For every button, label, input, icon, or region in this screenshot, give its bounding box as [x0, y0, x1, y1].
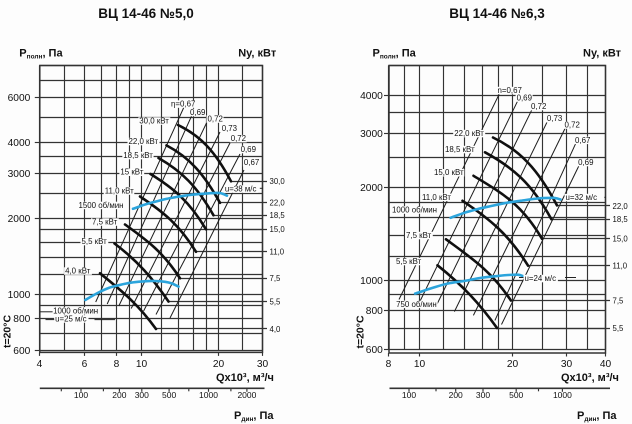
svg-text:5,5 кВт: 5,5 кВт	[396, 257, 422, 266]
svg-text:22,0 кВт: 22,0 кВт	[454, 129, 484, 138]
svg-text:5,5 кВт: 5,5 кВт	[82, 237, 108, 246]
svg-text:22,0: 22,0	[613, 202, 629, 211]
svg-text:800: 800	[366, 306, 383, 317]
svg-text:30: 30	[561, 359, 573, 370]
svg-text:0,69: 0,69	[578, 158, 594, 167]
svg-text:8: 8	[114, 359, 120, 370]
svg-text:11,0 кВт: 11,0 кВт	[105, 187, 134, 196]
svg-text:18,5 кВт: 18,5 кВт	[123, 151, 153, 160]
svg-text:7,5: 7,5	[613, 296, 625, 305]
svg-text:0,67: 0,67	[244, 158, 259, 167]
svg-text:7,5 кВт: 7,5 кВт	[406, 231, 432, 240]
svg-text:3000: 3000	[360, 129, 383, 140]
svg-text:15 кВт: 15 кВт	[120, 168, 143, 177]
svg-text:11,0: 11,0	[270, 248, 285, 257]
svg-text:1000: 1000	[553, 390, 572, 400]
svg-text:500: 500	[162, 390, 176, 400]
svg-text:30,0: 30,0	[270, 177, 286, 186]
svg-text:600: 600	[13, 346, 30, 357]
svg-text:5,5: 5,5	[270, 297, 282, 306]
svg-text:300: 300	[135, 390, 149, 400]
svg-text:Ny, кВт: Ny, кВт	[238, 48, 277, 60]
svg-text:2000: 2000	[237, 390, 256, 400]
svg-text:300: 300	[476, 390, 490, 400]
svg-text:30,0 кВт: 30,0 кВт	[139, 117, 169, 126]
svg-text:u=25 м/с: u=25 м/с	[55, 314, 87, 323]
svg-text:500: 500	[509, 390, 523, 400]
svg-text:1000: 1000	[360, 276, 383, 287]
svg-text:0,73: 0,73	[222, 124, 238, 133]
svg-text:6: 6	[82, 359, 88, 370]
svg-text:20: 20	[507, 359, 519, 370]
svg-text:1000 об/мин: 1000 об/мин	[392, 206, 437, 215]
svg-text:6000: 6000	[8, 93, 31, 104]
svg-text:10: 10	[136, 359, 148, 370]
svg-text:Qx10³, м³/ч: Qx10³, м³/ч	[561, 372, 619, 384]
svg-text:18,5 кВт: 18,5 кВт	[445, 145, 475, 154]
svg-text:2000: 2000	[8, 214, 31, 225]
svg-text:1000: 1000	[199, 390, 218, 400]
svg-text:11,0: 11,0	[613, 262, 628, 271]
svg-text:200: 200	[112, 390, 126, 400]
svg-text:t=20°C: t=20°C	[354, 315, 366, 349]
svg-text:5,5: 5,5	[613, 324, 625, 333]
svg-text:0,67: 0,67	[575, 136, 590, 145]
svg-text:n=0,67: n=0,67	[498, 86, 522, 95]
svg-text:100: 100	[402, 390, 416, 400]
svg-text:ВЦ 14-46 №5,0: ВЦ 14-46 №5,0	[98, 6, 193, 21]
svg-text:200: 200	[449, 390, 463, 400]
svg-text:7,5 кВт: 7,5 кВт	[92, 218, 118, 227]
svg-text:8: 8	[386, 359, 392, 370]
svg-text:2000: 2000	[360, 183, 383, 194]
svg-text:0,69: 0,69	[241, 145, 257, 154]
svg-text:η=0,67: η=0,67	[171, 100, 195, 109]
svg-text:4: 4	[37, 359, 43, 370]
svg-text:11,0 кВт: 11,0 кВт	[422, 193, 451, 202]
svg-text:Qx10³, м³/ч: Qx10³, м³/ч	[216, 372, 274, 384]
svg-text:4,0: 4,0	[270, 325, 282, 334]
svg-text:4000: 4000	[8, 138, 31, 149]
svg-text:Pдин, Па: Pдин, Па	[577, 410, 617, 423]
svg-text:ВЦ 14-46 №6,3: ВЦ 14-46 №6,3	[449, 6, 545, 21]
svg-text:0,72: 0,72	[565, 121, 580, 130]
svg-text:t=20°C: t=20°C	[2, 315, 14, 349]
svg-text:20: 20	[213, 359, 225, 370]
svg-text:1000 об/мин: 1000 об/мин	[53, 306, 98, 315]
svg-text:15,0 кВт: 15,0 кВт	[434, 168, 464, 177]
svg-text:u=38 м/с: u=38 м/с	[225, 185, 257, 194]
svg-text:3000: 3000	[8, 169, 31, 180]
svg-text:18,5: 18,5	[613, 215, 629, 224]
svg-text:1000: 1000	[8, 290, 31, 301]
svg-text:u=32 м/с: u=32 м/с	[566, 193, 598, 202]
svg-text:18,5: 18,5	[270, 211, 286, 220]
svg-text:10: 10	[414, 359, 426, 370]
svg-text:800: 800	[13, 314, 30, 325]
svg-text:4000: 4000	[360, 91, 383, 102]
svg-text:0,69: 0,69	[517, 93, 533, 102]
svg-text:Ny, кВт: Ny, кВт	[583, 48, 622, 60]
svg-text:600: 600	[366, 345, 383, 356]
svg-text:22,0 кВт: 22,0 кВт	[129, 137, 159, 146]
svg-text:100: 100	[74, 390, 88, 400]
svg-text:40: 40	[600, 359, 612, 370]
svg-text:0,72: 0,72	[531, 102, 546, 111]
svg-text:0,73: 0,73	[547, 114, 563, 123]
svg-text:0,72: 0,72	[231, 134, 246, 143]
svg-text:750 об/мин: 750 об/мин	[396, 300, 437, 309]
svg-text:0,72: 0,72	[208, 115, 223, 124]
svg-text:u=24 м/с: u=24 м/с	[525, 274, 557, 283]
svg-text:22,0: 22,0	[270, 199, 286, 208]
svg-text:15,0: 15,0	[613, 235, 629, 244]
svg-text:1500 об/мин: 1500 об/мин	[79, 201, 124, 210]
svg-text:7,5: 7,5	[270, 274, 282, 283]
svg-text:0,69: 0,69	[190, 108, 206, 117]
svg-text:Pдин, Па: Pдин, Па	[234, 410, 274, 423]
svg-text:15,0: 15,0	[270, 225, 286, 234]
svg-text:30: 30	[257, 359, 269, 370]
svg-text:4,0 кВт: 4,0 кВт	[65, 267, 91, 276]
